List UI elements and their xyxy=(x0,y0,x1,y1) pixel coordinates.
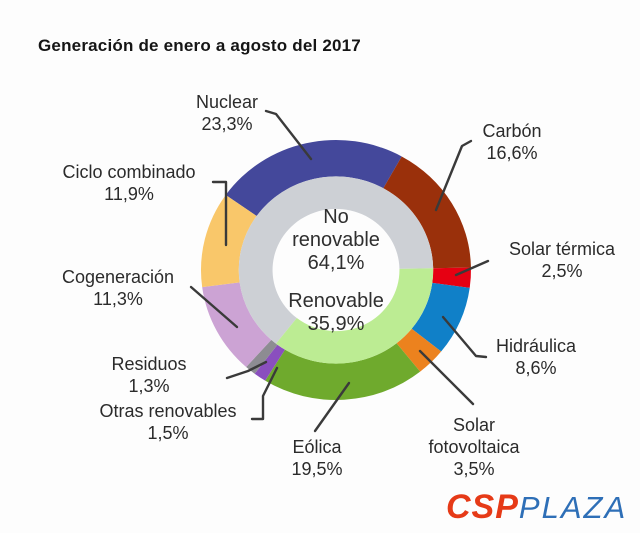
label-eolica: Eólica 19,5% xyxy=(257,436,377,480)
label-cogeneracion: Cogeneración 11,3% xyxy=(38,266,198,310)
label-nuclear-value: 23,3% xyxy=(201,114,253,134)
segment-nuclear xyxy=(225,139,402,216)
csp-plaza-logo: CSPPLAZA xyxy=(446,488,627,527)
label-hidraulica: Hidráulica 8,6% xyxy=(476,335,596,379)
label-ciclo-combinado: Ciclo combinado 11,9% xyxy=(39,161,219,205)
label-residuos-value: 1,3% xyxy=(128,376,170,396)
label-carbon-value: 16,6% xyxy=(486,143,538,163)
center-renovable-value: 35,9% xyxy=(307,313,365,335)
leader-eolica xyxy=(313,381,351,433)
label-solar-fotovoltaica-name: Solar fotovoltaica xyxy=(428,415,520,457)
center-renovable-name: Renovable xyxy=(288,290,384,312)
logo-csp-text: CSP xyxy=(446,488,519,526)
leader-carbon xyxy=(434,139,473,212)
leader-residuos xyxy=(225,360,268,380)
label-hidraulica-value: 8,6% xyxy=(515,358,557,378)
label-nuclear-name: Nuclear xyxy=(195,92,259,112)
segment-cogeneracion xyxy=(202,282,272,368)
page-title: Generación de enero a agosto del 2017 xyxy=(38,36,361,55)
label-ciclo-combinado-name: Ciclo combinado xyxy=(62,162,196,182)
leader-nuclear xyxy=(264,109,313,161)
logo-plaza-text: PLAZA xyxy=(518,490,628,525)
segment-ciclo-combinado xyxy=(200,194,257,288)
label-solar-termica-name: Solar térmica xyxy=(508,239,616,259)
label-residuos: Residuos 1,3% xyxy=(89,353,209,397)
label-cogeneracion-value: 11,3% xyxy=(93,289,143,309)
leader-solar-termica xyxy=(454,259,490,277)
leader-otras-renovables xyxy=(250,366,279,421)
label-otras-renovables-name: Otras renovables xyxy=(99,401,237,421)
leader-cogeneracion xyxy=(189,285,239,329)
segment-renovable xyxy=(275,268,434,364)
label-residuos-name: Residuos xyxy=(111,354,187,374)
label-ciclo-combinado-value: 11,9% xyxy=(104,184,154,204)
label-eolica-name: Eólica xyxy=(292,437,342,457)
label-otras-renovables-value: 1,5% xyxy=(147,423,189,443)
label-carbon: Carbón 16,6% xyxy=(452,120,572,164)
segment-hidraulica xyxy=(411,282,470,352)
center-no-renovable-value: 64,1% xyxy=(307,252,365,274)
segment-residuos xyxy=(246,339,278,374)
segment-no-renovable xyxy=(238,176,434,344)
segment-otras-renovables xyxy=(254,344,285,381)
label-solar-termica: Solar térmica 2,5% xyxy=(482,238,640,282)
label-eolica-value: 19,5% xyxy=(291,459,343,479)
segment-eolica xyxy=(265,343,421,401)
center-no-renovable-name: No renovable xyxy=(292,206,380,251)
label-hidraulica-name: Hidráulica xyxy=(495,336,577,356)
label-solar-fotovoltaica-value: 3,5% xyxy=(453,459,495,479)
segment-carbon xyxy=(383,156,471,269)
center-label-no-renovable: No renovable 64,1% xyxy=(284,206,388,275)
label-solar-termica-value: 2,5% xyxy=(541,261,583,281)
leader-hidraulica xyxy=(441,315,488,359)
label-cogeneracion-name: Cogeneración xyxy=(61,267,175,287)
leader-ciclo-combinado xyxy=(211,180,228,247)
label-nuclear: Nuclear 23,3% xyxy=(167,91,287,135)
label-otras-renovables: Otras renovables 1,5% xyxy=(68,400,268,444)
label-carbon-name: Carbón xyxy=(482,121,542,141)
leader-solar-fotovoltaica xyxy=(418,349,475,406)
center-label-renovable: Renovable 35,9% xyxy=(276,290,396,336)
label-solar-fotovoltaica: Solar fotovoltaica 3,5% xyxy=(414,414,534,480)
